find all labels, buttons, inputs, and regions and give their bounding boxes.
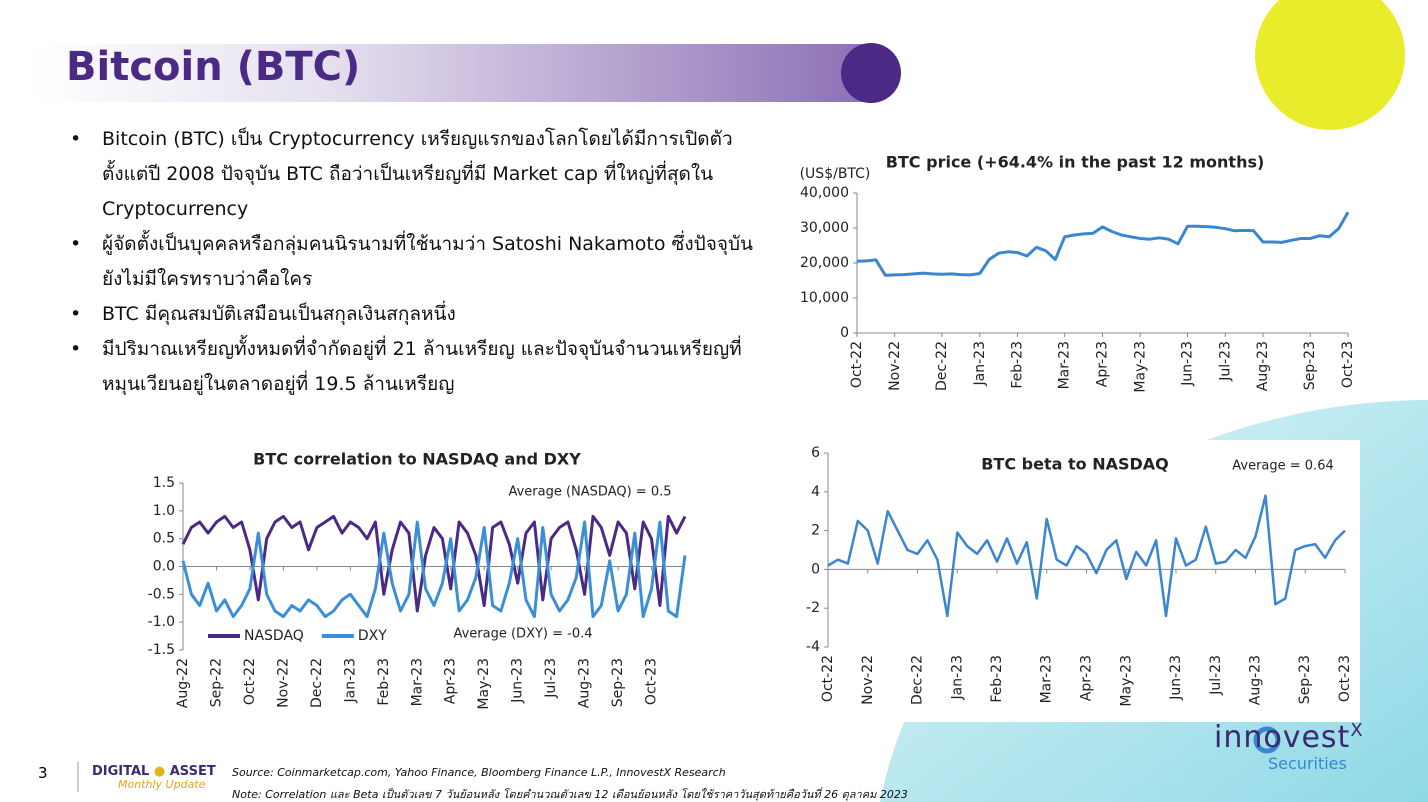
x-tick-label: Aug-23 <box>577 658 593 708</box>
x-tick-label: May-23 <box>476 658 492 710</box>
y-tick-label: -1.0 <box>148 614 175 630</box>
series-line <box>181 520 687 619</box>
bullet: BTC มีคุณสมบัติเสมือนเป็นสกุลเงินสกุลหนึ… <box>70 297 770 332</box>
y-tick-label: 40,000 <box>800 185 849 201</box>
bullet: ผู้จัดตั้งเป็นบุคคลหรือกลุ่มคนนิรนามที่ใ… <box>70 227 770 297</box>
x-tick-label: May-23 <box>1132 341 1148 393</box>
x-tick-label: Dec-22 <box>934 341 950 391</box>
x-tick-label: Dec-22 <box>909 655 925 705</box>
brand-sub: Monthly Update <box>118 778 206 791</box>
x-tick-label: Jan-23 <box>949 655 965 700</box>
y-tick-label: -0.5 <box>148 586 175 602</box>
x-tick-label: Jul-23 <box>1217 341 1233 382</box>
x-tick-label: Oct-22 <box>849 341 865 388</box>
x-tick-label: Dec-22 <box>309 658 325 708</box>
bullet-list: Bitcoin (BTC) เป็น Cryptocurrency เหรียญ… <box>70 122 770 402</box>
x-tick-label: Jul-23 <box>1208 655 1224 696</box>
chart-title: BTC correlation to NASDAQ and DXY <box>253 450 581 469</box>
chart-panel <box>780 440 1360 722</box>
x-tick-label: Apr-23 <box>1095 341 1111 387</box>
logo-ring <box>1253 726 1281 754</box>
x-tick-label: Jun-23 <box>1179 341 1195 387</box>
series-line <box>856 211 1350 277</box>
header-bar <box>30 44 875 102</box>
x-tick-label: Oct-22 <box>242 658 258 705</box>
y-tick-label: 0.5 <box>153 531 175 547</box>
y-tick-label: 1.5 <box>153 475 175 491</box>
y-tick-label: 30,000 <box>800 220 849 236</box>
y-tick-label: 0.0 <box>153 559 175 575</box>
y-axis-label: (US$/BTC) <box>800 166 871 182</box>
logo-x: X <box>1350 720 1364 741</box>
deco-yellow <box>1255 0 1405 130</box>
logo: innovestX <box>1214 720 1364 755</box>
legend-label: DXY <box>358 628 387 644</box>
x-tick-label: Oct-23 <box>1337 655 1353 702</box>
brand: DIGITAL ● ASSET <box>92 764 216 779</box>
brand-right: ASSET <box>169 764 216 779</box>
x-tick-label: Jul-23 <box>543 658 559 699</box>
brand-icon: ● <box>153 764 166 779</box>
note: Note: Correlation และ Beta เป็นตัวเลข 7 … <box>232 788 908 801</box>
bullet: มีปริมาณเหรียญทั้งหมดที่จำกัดอยู่ที่ 21 … <box>70 332 770 402</box>
x-tick-label: Feb-23 <box>989 655 1005 703</box>
source: Source: Coinmarketcap.com, Yahoo Finance… <box>232 766 726 779</box>
chart-title: BTC beta to NASDAQ <box>981 455 1169 474</box>
x-tick-label: Mar-23 <box>1039 655 1055 703</box>
y-tick-label: 2 <box>811 523 820 539</box>
x-tick-label: Sep-23 <box>1302 341 1318 390</box>
x-tick-label: Oct-22 <box>820 655 836 702</box>
x-tick-label: Aug-23 <box>1248 655 1264 705</box>
x-tick-label: Feb-23 <box>1010 341 1026 389</box>
brand-left: DIGITAL <box>92 764 150 779</box>
slide-title: Bitcoin (BTC) <box>66 44 361 90</box>
x-tick-label: Sep-23 <box>610 658 626 707</box>
annotation: Average = 0.64 <box>1232 459 1334 474</box>
y-tick-label: -2 <box>806 600 820 616</box>
x-tick-label: Oct-23 <box>1340 341 1356 388</box>
x-tick-label: Nov-22 <box>887 341 903 391</box>
x-tick-label: Sep-22 <box>208 658 224 707</box>
x-tick-label: Nov-22 <box>275 658 291 708</box>
x-tick-label: Mar-23 <box>1057 341 1073 389</box>
y-tick-label: 0 <box>840 325 849 341</box>
bullet: Bitcoin (BTC) เป็น Cryptocurrency เหรียญ… <box>70 122 770 227</box>
annotation: Average (NASDAQ) = 0.5 <box>508 485 671 500</box>
y-tick-label: 0 <box>811 561 820 577</box>
x-tick-label: Apr-23 <box>1079 655 1095 701</box>
x-tick-label: Sep-23 <box>1297 655 1313 704</box>
header-dot <box>841 43 901 103</box>
x-tick-label: Oct-23 <box>644 658 660 705</box>
x-tick-label: Jan-23 <box>972 341 988 386</box>
page-number: 3 <box>38 764 48 782</box>
x-tick-label: Aug-23 <box>1255 341 1271 391</box>
logo-text: innovest <box>1214 720 1351 755</box>
x-tick-label: Aug-22 <box>175 658 191 708</box>
x-tick-label: Jun-23 <box>1168 655 1184 701</box>
legend-label: NASDAQ <box>244 628 304 644</box>
x-tick-label: Feb-23 <box>376 658 392 706</box>
chart-title: BTC price (+64.4% in the past 12 months) <box>886 153 1265 172</box>
series-line <box>181 514 687 613</box>
y-tick-label: 4 <box>811 484 820 500</box>
y-tick-label: 20,000 <box>800 255 849 271</box>
x-tick-label: Jun-23 <box>510 658 526 704</box>
logo-sub: Securities <box>1268 754 1347 773</box>
annotation: Average (DXY) = -0.4 <box>453 627 592 642</box>
x-tick-label: Jan-23 <box>342 658 358 703</box>
x-tick-label: Mar-23 <box>409 658 425 706</box>
y-tick-label: -4 <box>806 639 820 655</box>
x-tick-label: Apr-23 <box>443 658 459 704</box>
y-tick-label: 10,000 <box>800 290 849 306</box>
y-tick-label: 6 <box>811 445 820 461</box>
y-tick-label: -1.5 <box>148 642 175 658</box>
y-tick-label: 1.0 <box>153 503 175 519</box>
x-tick-label: May-23 <box>1118 655 1134 707</box>
x-tick-label: Nov-22 <box>860 655 876 705</box>
series-line <box>827 494 1346 618</box>
